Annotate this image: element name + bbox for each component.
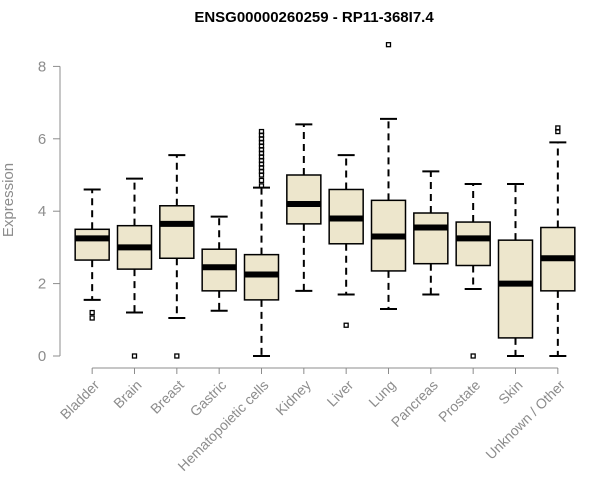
iqr-box xyxy=(286,174,322,225)
box-unknown-other xyxy=(540,125,576,357)
chart-title: ENSG00000260259 - RP11-368I7.4 xyxy=(194,9,434,26)
x-tick-label: Liver xyxy=(324,377,357,410)
y-tick-label: 8 xyxy=(38,58,46,75)
x-tick-label: Skin xyxy=(495,377,526,408)
box-lung xyxy=(370,42,407,310)
box-kidney xyxy=(286,123,322,292)
box-gastric xyxy=(201,215,237,312)
outlier-point xyxy=(131,353,138,359)
iqr-box xyxy=(159,205,195,260)
outlier-point xyxy=(258,128,265,135)
y-axis: 0 2 4 6 8 xyxy=(38,58,61,365)
box-brain xyxy=(116,177,153,359)
outlier-point xyxy=(174,353,180,359)
box-breast xyxy=(159,154,195,359)
outlier-point xyxy=(343,322,349,328)
iqr-box xyxy=(497,239,534,339)
x-tick-label: Pancreas xyxy=(388,377,441,430)
y-tick-label: 2 xyxy=(38,276,46,293)
outlier-point xyxy=(385,42,392,48)
x-tick-label: Kidney xyxy=(272,377,314,419)
x-tick-label: Unknown / Other xyxy=(482,377,568,463)
x-tick-label: Brain xyxy=(110,377,144,411)
y-tick-label: 4 xyxy=(38,203,46,220)
iqr-box xyxy=(74,228,110,261)
box-pancreas xyxy=(413,170,449,296)
box-skin xyxy=(497,183,534,357)
y-tick-label: 0 xyxy=(38,348,46,365)
outlier-point xyxy=(258,177,265,184)
boxes-group xyxy=(74,42,576,359)
box-prostate xyxy=(455,183,491,359)
outlier-point xyxy=(258,183,265,189)
outlier-point xyxy=(470,353,476,359)
box-hematopoietic-cells xyxy=(243,128,280,357)
outlier-point xyxy=(89,315,95,321)
y-axis-label: Expression xyxy=(0,163,17,237)
x-tick-label: Prostate xyxy=(435,377,483,425)
outlier-point xyxy=(555,125,561,131)
box-liver xyxy=(328,154,364,328)
x-tick-label: Breast xyxy=(147,377,187,417)
outlier-point xyxy=(89,309,95,316)
iqr-box xyxy=(413,212,449,265)
iqr-box xyxy=(455,221,491,267)
x-tick-label: Bladder xyxy=(57,377,103,423)
box-bladder xyxy=(74,188,110,321)
x-tick-label: Lung xyxy=(365,377,398,410)
y-tick-label: 6 xyxy=(38,131,46,148)
